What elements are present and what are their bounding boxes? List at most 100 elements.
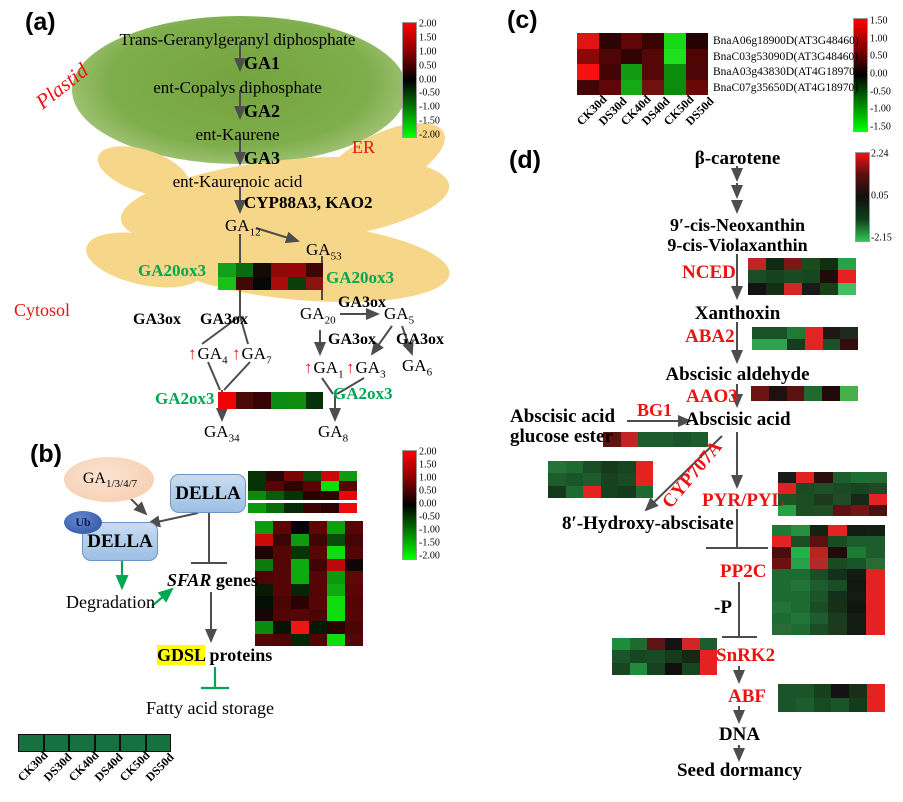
metabolite-ga34: GA34 [204,422,240,445]
heatmap-della [248,471,358,513]
ubiquitin-badge: Ub [64,511,102,534]
colorbar-panel-c [853,18,868,132]
metabolite-ga4: ↑GA4 [188,344,228,367]
fatty-acid-storage-label: Fatty acid storage [146,698,274,718]
beta-carotene-label: β-carotene [694,148,781,169]
panel-b-label: (b) [30,440,62,468]
met-base: GA [384,304,409,323]
colorbar-panel-a [402,22,417,138]
heatmap-glucose-ester [603,432,708,447]
della-label: DELLA [87,530,153,552]
metabolite-ga20: GA20 [300,304,336,327]
abscisic-acid-label: Abscisic acid [685,409,791,430]
dna-label: DNA [718,724,761,745]
met-base: GA [82,470,106,487]
enzyme-ga3ox-5: GA3ox [396,331,444,348]
sfar-rest: genes [211,570,258,590]
snrk2-label: SnRK2 [716,645,776,666]
gdsl-proteins-label: GDSL proteins [157,645,272,666]
heatmap-nced [748,258,856,295]
met-sub: 34 [228,432,240,445]
up-arrow-icon: ↑ [188,344,197,363]
cytosol-label: Cytosol [14,300,71,320]
metabolite-ga3: ↑GA3 [346,358,386,381]
met-sub: 53 [330,250,342,263]
neoxanthin-label: 9′-cis-Neoxanthin [669,215,806,235]
up-arrow-icon: ↑ [232,344,241,363]
step-kaurenoic: ent-Kaurenoic acid [172,172,303,191]
met-sub: 7 [266,354,272,367]
degradation-label: Degradation [66,592,155,612]
enzyme-ga2ox3-right: GA2ox3 [333,384,393,403]
met-base: GA [225,216,250,235]
nced-label: NCED [682,262,736,283]
met-base: GA [300,304,325,323]
pp2c-label: PP2C [720,561,767,582]
ga-ligand-label: GA1/3/4/7 [66,470,154,491]
della-label: DELLA [175,482,241,504]
met-sub: 20 [324,314,336,327]
violaxanthin-label: 9-cis-Violaxanthin [667,235,808,255]
gdsl-rest: proteins [205,645,273,665]
up-arrow-icon: ↑ [346,358,355,377]
met-sub: 6 [426,366,433,379]
metabolite-ga12: GA12 [225,216,261,239]
abf-label: ABF [728,686,766,707]
pyr-pyl-label: PYR/PYL [702,490,785,511]
xanthoxin-label: Xanthoxin [694,303,781,324]
ub-label: Ub [75,515,91,529]
met-sub: 1 [338,368,344,381]
enzyme-ga3ox-4: GA3ox [328,331,376,348]
glucose-ester-label-line2: glucose ester [510,426,613,447]
aao3-label: AAO3 [686,386,738,407]
heatmap-aba2 [752,327,859,350]
aba2-label: ABA2 [685,326,735,347]
enzyme-ga2ox3-left: GA2ox3 [155,389,215,408]
condition-labels-panel-c: CK30d DS30d CK40d DS40d CK50d DS50d [573,92,717,129]
heatmap-panel-c [577,33,708,95]
b-arrow-degradation-sfar [151,587,174,607]
heatmap-abf [778,684,885,712]
colorbar-panel-b [402,450,417,560]
enzyme-ga20ox3-left: GA20ox3 [138,261,206,280]
met-base: GA [306,240,331,259]
colorbar-panel-d [855,152,870,242]
metabolite-ga1: ↑GA1 [304,358,344,381]
gene-row-labels: BnaA06g18900D(AT3G48460) BnaC03g53090D(AT… [713,35,859,94]
heatmap-pyr-pyl [778,472,888,516]
della-box-top: DELLA [170,474,246,513]
met-sub: 8 [342,432,349,445]
met-base: GA [241,344,267,363]
met-base: GA [204,422,229,441]
heatmap-ga20ox3 [218,263,323,290]
enzyme-ga1: GA1 [244,53,280,73]
step-tggdp: Trans-Geranylgeranyl diphosphate [119,30,356,49]
metabolite-ga5: GA5 [384,304,414,327]
sfar-italic: SFAR [167,570,212,590]
heatmap-condition-legend [18,734,171,752]
met-base: GA [355,358,381,377]
heatmap-pp2c [772,525,885,635]
up-arrow-icon: ↑ [304,358,313,377]
met-sub: 4 [222,354,228,367]
metabolite-ga7: ↑GA7 [232,344,272,367]
della-box-ub: DELLA [82,522,158,561]
seed-dormancy-label: Seed dormancy [676,760,803,781]
b-arrow-della-ubdella [146,512,199,528]
heatmap-ga2ox3 [218,392,323,409]
panel-a-label: (a) [25,8,56,36]
enzyme-ga2: GA2 [244,101,280,121]
metabolite-ga53: GA53 [306,240,342,263]
met-base: GA [318,422,343,441]
metabolite-ga6: GA6 [402,356,432,379]
er-label: ER [352,137,376,157]
enzyme-ga3: GA3 [244,148,280,168]
metabolite-ga8: GA8 [318,422,348,445]
condition-labels-panel-b: CK30d DS30d CK40d DS40d CK50d DS50d [14,748,177,785]
heatmap-snrk2 [612,638,717,675]
gdsl-highlight: GDSL [157,645,206,665]
enzyme-ga3ox-3: GA3ox [338,294,386,311]
met-sub: 5 [408,314,415,327]
glucose-ester-label-line1: Abscisic acid [510,406,616,427]
met-sub: 12 [249,226,261,239]
